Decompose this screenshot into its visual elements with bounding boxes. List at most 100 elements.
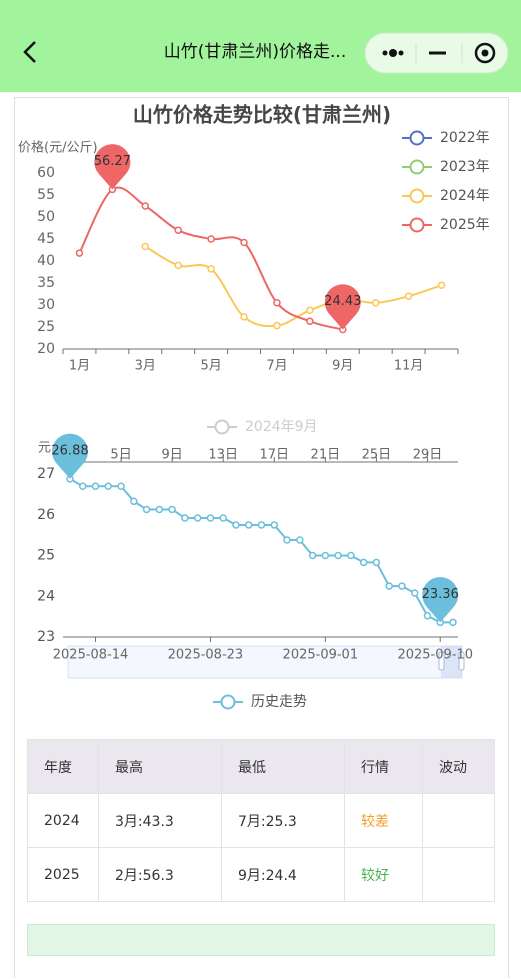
more-button[interactable] <box>382 49 404 57</box>
point <box>75 249 84 257</box>
x-tick-label: 1月 <box>69 359 90 374</box>
series-line <box>78 186 344 331</box>
cell: 2月:56.3 <box>98 847 222 902</box>
y-tick-label: 25 <box>37 548 55 564</box>
x2-tick-label: 9日 <box>161 448 182 463</box>
point <box>385 582 393 590</box>
legend-icon <box>409 130 425 146</box>
header-row: 年度 最高 最低 行情 波动 <box>27 739 495 794</box>
marker-label: 23.36 <box>422 587 459 602</box>
point <box>91 482 100 490</box>
marker-pin <box>51 433 88 479</box>
point <box>321 551 330 560</box>
point <box>273 299 281 307</box>
back-button[interactable] <box>23 41 36 63</box>
x-tick-label: 7月 <box>266 359 287 374</box>
th: 年度 <box>27 739 99 794</box>
x-tick-label: 3月 <box>135 359 156 374</box>
point <box>240 238 248 247</box>
point <box>240 313 248 321</box>
marker-pin <box>94 144 131 190</box>
y-tick-label: 35 <box>37 275 55 291</box>
x2-tick-label: 25日 <box>362 448 392 463</box>
legend-icon <box>409 217 425 233</box>
x2-tick-label: 5日 <box>110 448 131 463</box>
legend-label: 历史走势 <box>251 694 307 710</box>
cell: 较差 <box>344 793 423 848</box>
x-tick-label: 2025-08-14 <box>53 648 129 663</box>
x2-tick-label: 13日 <box>208 448 238 463</box>
point <box>174 261 182 270</box>
x2-tick-label: 17日 <box>259 448 289 463</box>
card <box>14 97 509 978</box>
point <box>142 505 151 514</box>
x-tick-label: 2025-08-23 <box>168 648 244 663</box>
zoom-slider[interactable] <box>67 645 463 679</box>
legend-label: 2024年 <box>440 188 490 204</box>
point <box>141 202 150 210</box>
y-tick-label: 40 <box>37 253 55 269</box>
zoom-handle[interactable] <box>438 651 445 671</box>
point <box>371 299 380 307</box>
legend-label: 2023年 <box>440 159 490 175</box>
point <box>410 589 419 597</box>
page-title: 山竹(甘肃兰州)价格走... <box>164 42 346 62</box>
close-button[interactable] <box>474 42 496 64</box>
y-tick-label: 55 <box>37 187 55 203</box>
legend-icon <box>409 159 425 175</box>
legend-icon <box>220 694 236 710</box>
point <box>104 482 113 490</box>
y-axis-label: 价格(元/公斤) <box>18 140 98 156</box>
y-tick-label: 26 <box>37 507 55 523</box>
cell: 9月:24.4 <box>221 847 345 902</box>
cell: 较好 <box>344 847 423 902</box>
x2-tick-label: 21日 <box>311 448 341 463</box>
cell: 2024 <box>27 793 99 848</box>
row: 2025 2月:56.3 9月:24.4 较好 <box>27 847 495 902</box>
y-tick-label: 45 <box>37 231 55 247</box>
zoom-window[interactable] <box>441 646 462 678</box>
marker-pin <box>324 284 361 330</box>
x-tick-label: 9月 <box>332 359 353 374</box>
point <box>308 551 317 560</box>
point <box>359 558 368 567</box>
point <box>372 558 381 567</box>
marker-label: 26.88 <box>51 443 88 458</box>
point <box>404 292 413 300</box>
legend-label: 2025年 <box>440 217 490 233</box>
point <box>334 551 342 560</box>
legend-icon <box>214 419 230 435</box>
point <box>174 226 182 234</box>
point <box>398 582 406 590</box>
y-tick-label: 27 <box>37 466 55 482</box>
zoom-handle[interactable] <box>458 651 465 671</box>
cell: 2025 <box>27 847 99 902</box>
legend-icon <box>409 188 425 204</box>
x-tick-label: 2025-09-01 <box>283 648 359 663</box>
point <box>232 521 240 529</box>
point <box>141 242 150 251</box>
y-tick-label: 30 <box>37 297 55 313</box>
x-tick-label: 5月 <box>200 359 221 374</box>
series-line <box>69 478 453 624</box>
th: 最高 <box>98 739 222 794</box>
y-tick-label: 60 <box>37 165 55 181</box>
series-line <box>144 245 442 328</box>
cell <box>422 793 495 848</box>
y-tick-label: 20 <box>37 341 55 357</box>
cell: 7月:25.3 <box>221 793 345 848</box>
marker-pin <box>422 577 459 623</box>
y-tick-label: 50 <box>37 209 55 225</box>
y-tick-label: 25 <box>37 319 55 335</box>
point <box>79 482 87 490</box>
point <box>193 514 202 522</box>
marker-label: 56.27 <box>94 154 131 169</box>
point <box>437 281 446 289</box>
point <box>306 306 314 315</box>
point <box>207 265 215 273</box>
chart-title: 山竹价格走势比较(甘肃兰州) <box>133 103 391 127</box>
legend-label: 2024年9月 <box>245 419 318 435</box>
point <box>306 317 314 326</box>
